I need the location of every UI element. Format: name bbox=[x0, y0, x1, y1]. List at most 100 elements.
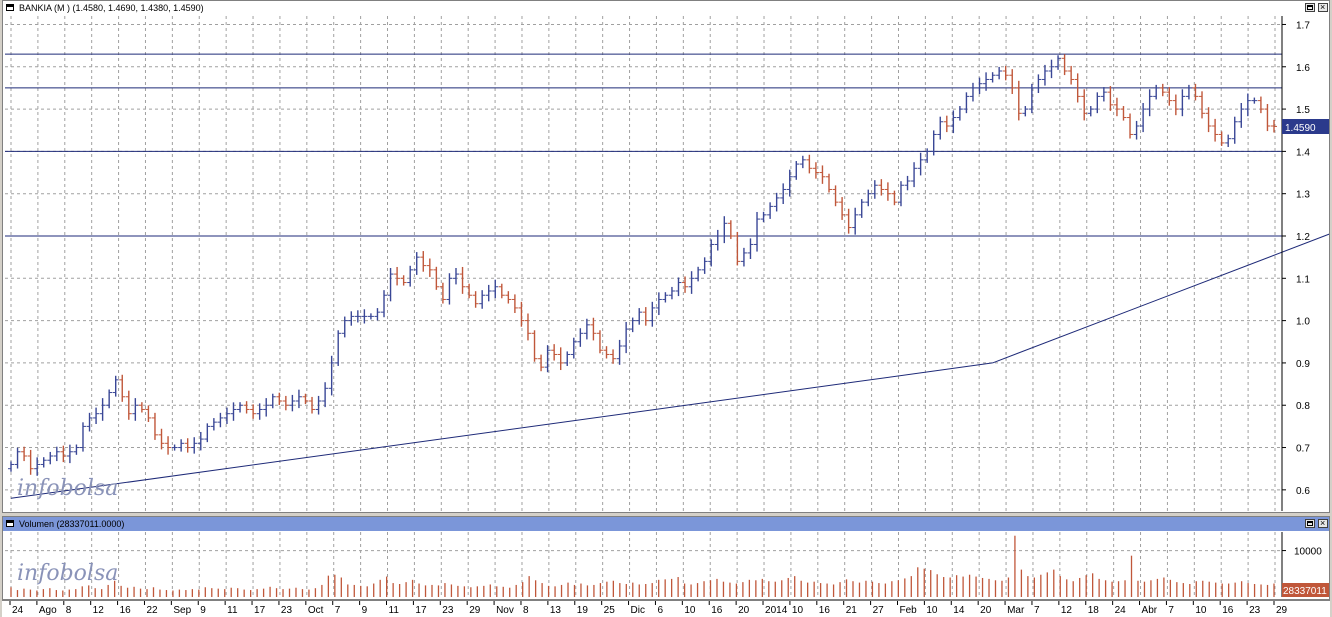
ohlc-bar bbox=[1074, 73, 1081, 103]
last-price-badge bbox=[1282, 119, 1329, 134]
ohlc-bar bbox=[734, 231, 741, 266]
ohlc-bar bbox=[119, 374, 126, 402]
price-y-tick-label: 0.9 bbox=[1296, 359, 1310, 370]
ohlc-bar bbox=[714, 229, 721, 251]
ohlc-bar bbox=[1218, 131, 1225, 146]
maximize-icon[interactable] bbox=[1305, 519, 1315, 528]
ohlc-bar bbox=[1107, 86, 1114, 111]
ohlc-bar bbox=[1199, 91, 1206, 119]
ohlc-bar bbox=[184, 438, 191, 453]
ohlc-bar bbox=[538, 354, 545, 372]
x-tick-label: Dic bbox=[631, 605, 645, 616]
last-volume-value: 28337011 bbox=[1283, 586, 1327, 597]
ohlc-bar bbox=[106, 389, 113, 409]
ohlc-bar bbox=[793, 161, 800, 180]
x-tick-label: 10 bbox=[684, 605, 696, 616]
x-axis-background bbox=[2, 600, 1330, 617]
x-tick-label: Feb bbox=[899, 605, 917, 616]
ohlc-bar bbox=[1166, 87, 1173, 106]
ohlc-bar bbox=[361, 309, 368, 324]
ohlc-bar bbox=[387, 267, 394, 302]
ohlc-bar bbox=[151, 412, 158, 440]
ohlc-bar bbox=[426, 258, 433, 277]
x-tick-label: 13 bbox=[550, 605, 562, 616]
ohlc-bar bbox=[446, 273, 453, 305]
ohlc-bar bbox=[826, 173, 833, 193]
ohlc-bar bbox=[433, 266, 440, 290]
x-tick-label: 14 bbox=[953, 605, 965, 616]
ohlc-bar bbox=[524, 313, 531, 341]
ohlc-bar bbox=[610, 349, 617, 364]
ohlc-bar bbox=[518, 301, 525, 327]
ohlc-bar bbox=[695, 266, 702, 282]
panel-menu-icon[interactable] bbox=[6, 4, 14, 11]
ohlc-bar bbox=[498, 283, 505, 299]
ohlc-bar bbox=[662, 292, 669, 303]
ohlc-bar bbox=[223, 407, 230, 425]
ohlc-bar bbox=[832, 185, 839, 207]
ohlc-bar bbox=[1041, 64, 1048, 86]
last-volume-badge bbox=[1282, 583, 1329, 597]
x-tick-label: 7 bbox=[1034, 605, 1040, 616]
ohlc-bar bbox=[485, 284, 492, 302]
ohlc-bar bbox=[642, 307, 649, 326]
x-tick-label: 7 bbox=[335, 605, 341, 616]
ohlc-bar bbox=[1100, 87, 1107, 102]
ohlc-bar bbox=[295, 389, 302, 409]
ohlc-bar bbox=[204, 423, 211, 443]
ohlc-bar bbox=[636, 308, 643, 325]
ohlc-bar bbox=[1205, 107, 1212, 133]
ohlc-bar bbox=[210, 418, 217, 431]
ohlc-bar bbox=[884, 182, 891, 201]
ohlc-bar bbox=[727, 220, 734, 240]
ohlc-bar bbox=[381, 290, 388, 318]
ohlc-bar bbox=[1146, 89, 1153, 117]
x-tick-label: 9 bbox=[362, 605, 368, 616]
ohlc-bar bbox=[1264, 104, 1271, 132]
ohlc-bar bbox=[1212, 118, 1219, 142]
price-panel-titlebar: BANKIA (M ) (1.4580, 1.4690, 1.4380, 1.4… bbox=[3, 1, 1329, 15]
ohlc-bar bbox=[845, 208, 852, 234]
ohlc-bar bbox=[629, 317, 636, 333]
ohlc-bar bbox=[40, 457, 47, 468]
ohlc-bar bbox=[112, 375, 119, 397]
volume-panel: Volumen (28337011.0000) 10000 infobolsa … bbox=[2, 516, 1330, 600]
ohlc-bar bbox=[557, 347, 564, 371]
panel-menu-icon[interactable] bbox=[6, 520, 14, 527]
maximize-icon[interactable] bbox=[1305, 3, 1315, 12]
x-tick-label: 10 bbox=[926, 605, 938, 616]
ohlc-bar bbox=[996, 66, 1003, 80]
ohlc-bar bbox=[394, 266, 401, 286]
price-y-tick-label: 0.6 bbox=[1296, 486, 1310, 497]
ohlc-bar bbox=[891, 190, 898, 206]
x-tick-label: 11 bbox=[227, 605, 238, 616]
ohlc-bar bbox=[335, 330, 342, 366]
ohlc-bar bbox=[269, 393, 276, 409]
ohlc-bar bbox=[86, 412, 93, 432]
close-icon[interactable] bbox=[1318, 519, 1328, 528]
ohlc-bar bbox=[812, 162, 819, 179]
x-tick-label: Ago bbox=[39, 605, 57, 616]
x-tick-label: Abr bbox=[1142, 605, 1158, 616]
ohlc-bar bbox=[675, 277, 682, 297]
ohlc-bar bbox=[289, 394, 296, 412]
ohlc-bar bbox=[688, 271, 695, 294]
x-tick-label: 23 bbox=[281, 605, 293, 616]
x-tick-label: Sep bbox=[173, 605, 191, 616]
ohlc-bar bbox=[668, 286, 675, 300]
ohlc-bar bbox=[852, 207, 859, 235]
ohlc-bar bbox=[191, 437, 198, 454]
ohlc-bar bbox=[1192, 83, 1199, 101]
ohlc-bar bbox=[60, 445, 67, 463]
ohlc-bar bbox=[145, 405, 152, 422]
ohlc-bar bbox=[47, 451, 54, 465]
ohlc-bar bbox=[1028, 83, 1035, 114]
close-icon[interactable] bbox=[1318, 3, 1328, 12]
ohlc-bar bbox=[1061, 54, 1068, 76]
trendline bbox=[992, 233, 1329, 364]
ohlc-bar bbox=[740, 247, 747, 267]
ohlc-bar bbox=[655, 292, 662, 316]
ohlc-bar bbox=[1002, 65, 1009, 81]
ohlc-bar bbox=[754, 211, 761, 252]
x-tick-label: 16 bbox=[819, 605, 831, 616]
